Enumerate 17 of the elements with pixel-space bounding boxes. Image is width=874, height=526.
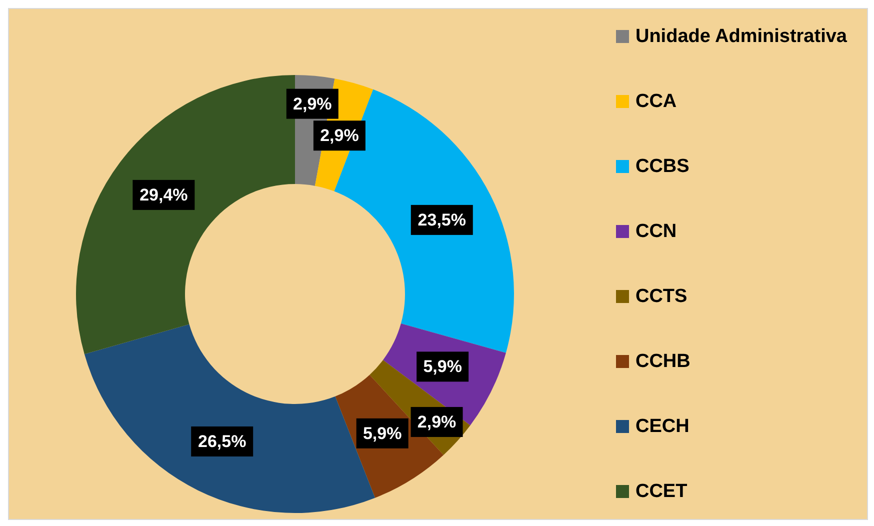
legend-label: CCTS bbox=[635, 286, 688, 308]
data-label: 29,4% bbox=[140, 185, 188, 204]
legend-label: CCHB bbox=[635, 350, 690, 372]
legend-label: CECH bbox=[635, 416, 690, 438]
legend-label: CCBS bbox=[635, 156, 690, 178]
data-label: 5,9% bbox=[423, 357, 462, 376]
donut-slice bbox=[76, 75, 295, 354]
legend-label: CCN bbox=[635, 220, 677, 242]
data-label: 2,9% bbox=[320, 126, 359, 146]
legend-label: Unidade Administrativa bbox=[635, 26, 847, 48]
data-label: 2,9% bbox=[417, 412, 456, 432]
data-label: 2,9% bbox=[293, 94, 332, 114]
legend-label: CCA bbox=[635, 90, 677, 112]
data-label: 26,5% bbox=[198, 432, 246, 451]
data-label: 23,5% bbox=[418, 210, 466, 230]
data-label: 5,9% bbox=[362, 424, 402, 443]
legend-label: CCET bbox=[635, 480, 688, 502]
